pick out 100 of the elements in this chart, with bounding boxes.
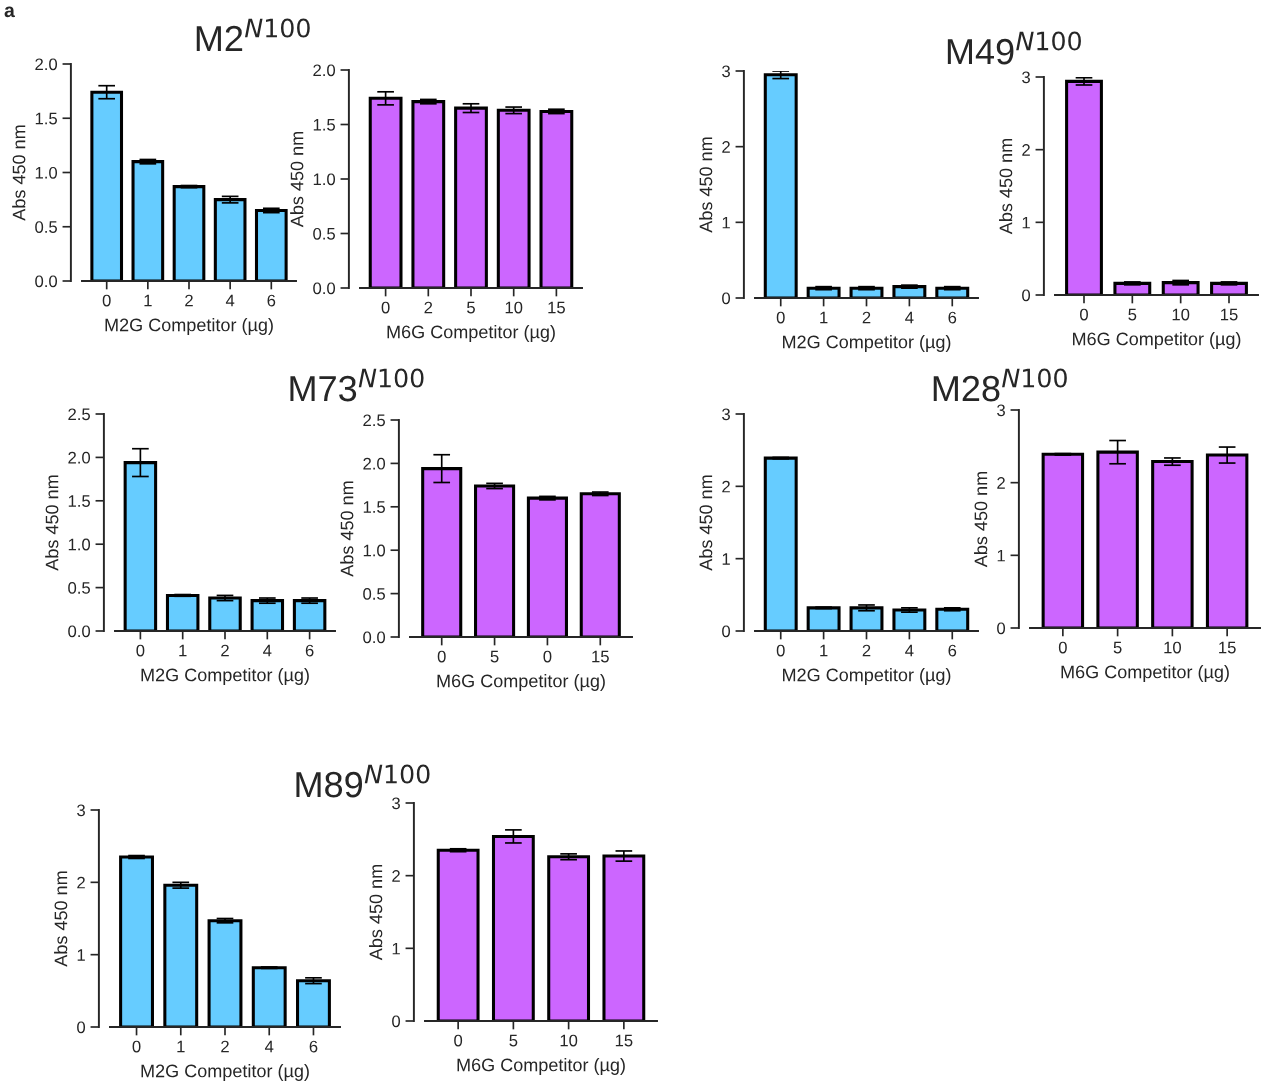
y-tick-label: 2: [77, 876, 85, 889]
x-axis-title: M2G Competitor (µg): [141, 668, 309, 685]
x-tick-label: 4: [263, 644, 272, 657]
y-axis-title: Abs 450 nm: [974, 472, 988, 568]
y-tick-label: 1.5: [68, 495, 90, 507]
x-tick-label: 0: [1058, 641, 1067, 654]
y-tick-label: 2.0: [35, 58, 58, 71]
y-tick-label: 3: [392, 797, 400, 810]
x-tick-label: 5: [490, 650, 499, 663]
x-tick-label: 0: [1080, 308, 1088, 321]
y-tick-label: 2.0: [313, 64, 336, 77]
x-tick-label: 5: [467, 301, 475, 314]
x-tick-label: 2: [221, 1040, 229, 1053]
y-axis-title: Abs 450 nm: [290, 132, 304, 228]
x-axis-title: M6G Competitor (µg): [457, 1058, 625, 1075]
x-tick-label: 15: [592, 650, 609, 663]
y-tick-label: 2: [722, 141, 730, 153]
y-tick-label: 1.0: [35, 166, 58, 179]
y-tick-label: 3: [1022, 71, 1030, 84]
x-tick-label: 6: [305, 644, 314, 657]
y-tick-label: 1: [722, 216, 730, 229]
x-axis-title: M6G Competitor (µg): [387, 325, 555, 342]
y-tick-label: 1.5: [313, 119, 335, 131]
x-tick-label: 5: [1113, 641, 1122, 654]
x-axis-title: M2G Competitor (µg): [783, 668, 951, 685]
x-tick-label: 5: [509, 1034, 518, 1047]
y-tick-label: 0: [722, 625, 731, 638]
y-tick-label: 1.0: [313, 173, 336, 186]
y-tick-label: 0.0: [35, 275, 58, 288]
y-tick-label: 1: [722, 553, 730, 565]
x-tick-label: 1: [177, 1040, 185, 1053]
y-tick-label: 0.0: [363, 631, 386, 644]
y-tick-label: 0: [997, 622, 1006, 635]
x-axis-title: M2G Competitor (µg): [105, 318, 273, 335]
y-tick-label: 2: [1022, 144, 1030, 156]
x-tick-label: 6: [948, 644, 957, 657]
y-tick-label: 2.0: [68, 451, 91, 464]
y-tick-label: 1.0: [363, 544, 386, 557]
x-tick-label: 15: [615, 1034, 633, 1047]
y-tick-label: 1.5: [363, 501, 385, 513]
x-tick-label: 1: [820, 311, 828, 324]
x-axis-title: M6G Competitor (µg): [1061, 665, 1229, 682]
y-axis-title: Abs 450 nm: [699, 137, 713, 233]
y-axis-title: Abs 450 nm: [999, 139, 1013, 235]
x-tick-label: 4: [225, 294, 235, 307]
chart-title: M28$^{N100}$: [933, 368, 1067, 402]
x-tick-label: 1: [820, 644, 828, 657]
x-tick-label: 2: [424, 301, 433, 314]
x-tick-label: 4: [264, 1040, 274, 1053]
x-tick-label: 15: [548, 301, 565, 314]
x-tick-label: 10: [505, 301, 523, 314]
y-tick-label: 0.5: [363, 588, 385, 600]
x-tick-label: 10: [1164, 641, 1181, 654]
y-tick-label: 2: [997, 477, 1005, 489]
y-tick-label: 0.5: [35, 221, 57, 233]
y-tick-label: 1.0: [68, 538, 91, 551]
y-tick-label: 2: [392, 870, 400, 882]
y-tick-label: 1: [997, 549, 1005, 562]
y-tick-label: 3: [77, 804, 85, 817]
y-tick-label: 0.5: [68, 582, 90, 594]
x-tick-label: 5: [1128, 308, 1137, 321]
chart-title: M2$^{N100}$: [196, 18, 310, 52]
y-axis-title: Abs 450 nm: [54, 871, 68, 967]
x-tick-label: 6: [309, 1040, 318, 1053]
x-tick-label: 0: [776, 644, 785, 657]
x-tick-label: 2: [185, 294, 193, 307]
y-tick-label: 0: [77, 1021, 86, 1034]
x-axis-title: M6G Competitor (µg): [437, 674, 605, 691]
x-tick-label: 2: [862, 311, 871, 324]
y-tick-label: 3: [722, 65, 730, 78]
x-tick-label: 0: [132, 1040, 141, 1053]
x-tick-label: 0: [454, 1034, 463, 1047]
y-axis-title: Abs 450 nm: [369, 865, 383, 961]
x-tick-label: 6: [948, 311, 957, 324]
y-tick-label: 2.0: [363, 457, 386, 470]
x-tick-label: 6: [267, 294, 276, 307]
y-tick-label: 1: [392, 942, 400, 955]
text: a: [4, 6, 15, 18]
y-tick-label: 1: [77, 949, 85, 961]
x-tick-label: 10: [560, 1034, 578, 1047]
x-axis-title: M2G Competitor (µg): [783, 335, 951, 352]
x-tick-label: 2: [221, 644, 229, 657]
x-tick-label: 0: [136, 644, 145, 657]
y-axis-title: Abs 450 nm: [340, 481, 354, 577]
x-tick-label: 0: [437, 650, 446, 663]
y-tick-label: 0.5: [313, 227, 335, 240]
y-tick-label: 2: [722, 480, 730, 493]
x-tick-label: 0: [543, 650, 552, 663]
y-tick-label: 0.0: [68, 625, 91, 638]
x-tick-label: 4: [905, 311, 914, 324]
x-tick-label: 15: [1219, 641, 1236, 654]
x-axis-title: M2G Competitor (µg): [141, 1064, 309, 1081]
x-tick-label: 10: [1172, 308, 1190, 321]
x-tick-label: 1: [179, 644, 187, 657]
x-tick-label: 15: [1221, 308, 1238, 321]
y-tick-label: 1.5: [35, 112, 57, 125]
x-tick-label: 2: [862, 644, 871, 657]
y-tick-label: 0: [392, 1015, 401, 1028]
x-tick-label: 0: [776, 311, 785, 324]
chart-title: M49$^{N100}$: [947, 31, 1081, 65]
